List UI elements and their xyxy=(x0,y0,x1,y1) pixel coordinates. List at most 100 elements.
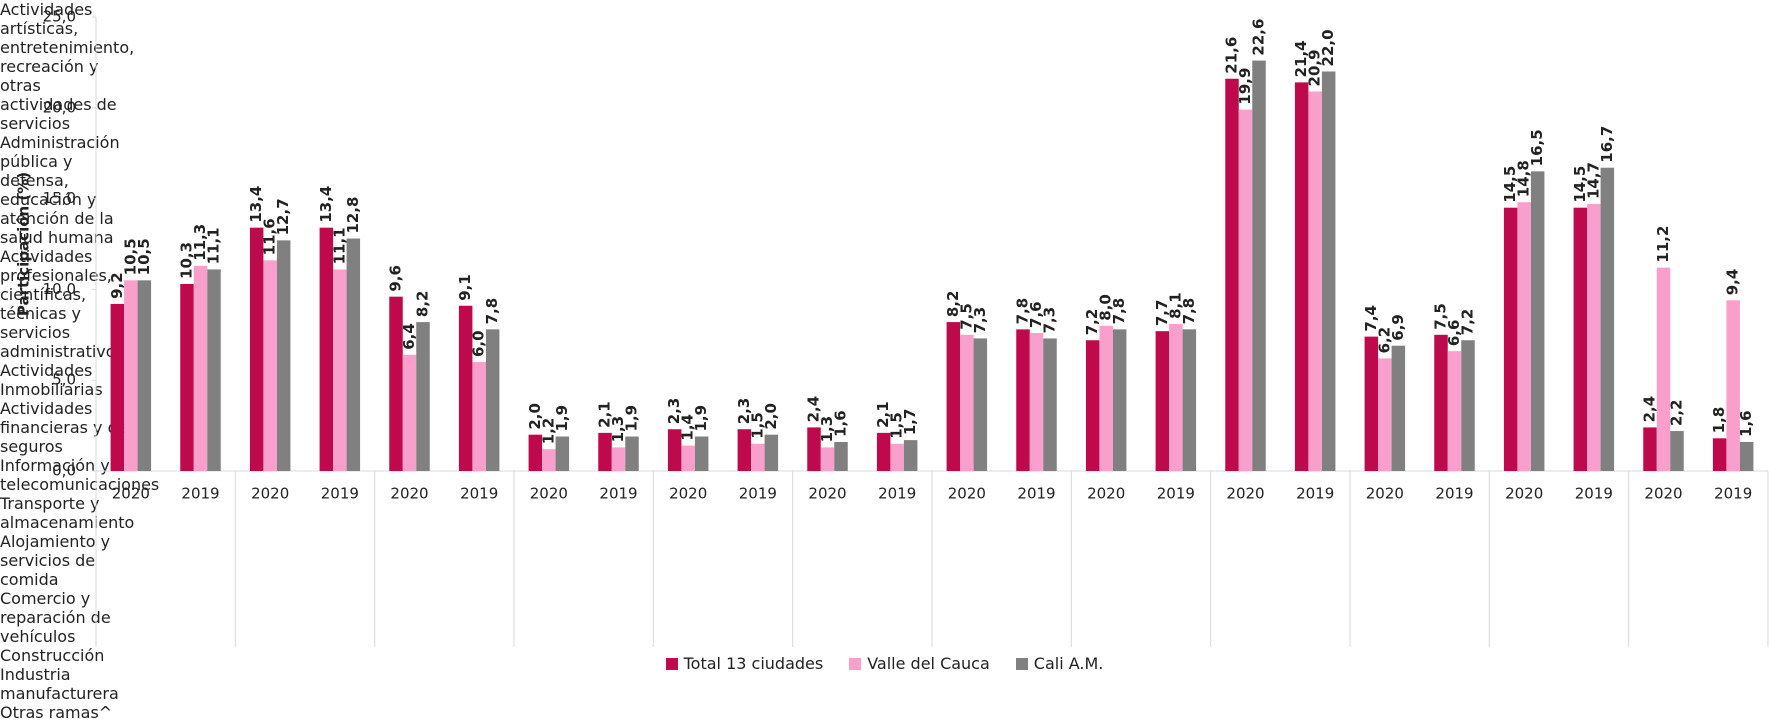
value-label: 16,5 xyxy=(1528,129,1546,166)
value-label: 14,5 xyxy=(1501,166,1519,203)
value-label: 6,9 xyxy=(1389,314,1407,341)
x-tick-label: 2019 xyxy=(181,485,219,503)
x-tick-label: 2019 xyxy=(1296,485,1334,503)
value-label: 6,2 xyxy=(1375,327,1393,354)
value-label: 19,9 xyxy=(1236,68,1254,105)
value-label: 7,2 xyxy=(1083,309,1101,336)
bar xyxy=(1643,427,1657,471)
bar xyxy=(472,362,486,471)
value-label: 7,5 xyxy=(957,303,975,330)
value-label: 1,9 xyxy=(692,405,710,432)
bar xyxy=(1600,167,1615,471)
value-label: 1,8 xyxy=(1710,407,1728,434)
value-label: 22,0 xyxy=(1319,29,1337,66)
value-label: 11,1 xyxy=(330,227,348,264)
value-label: 13,4 xyxy=(317,186,335,223)
legend-swatch xyxy=(665,657,678,670)
bar xyxy=(1434,334,1448,471)
x-tick-label: 2020 xyxy=(1226,485,1264,503)
bar xyxy=(249,227,264,471)
bar xyxy=(555,436,570,471)
bar xyxy=(402,354,417,471)
value-label: 2,1 xyxy=(874,401,892,428)
legend-item: Total 13 ciudades xyxy=(665,654,823,673)
legend-item: Cali A.M. xyxy=(1015,654,1104,673)
value-label: 6,6 xyxy=(1445,320,1463,347)
value-label: 7,3 xyxy=(971,307,989,334)
value-label: 2,0 xyxy=(762,403,780,430)
bar xyxy=(1712,438,1727,471)
value-label: 10,3 xyxy=(178,242,196,279)
bar xyxy=(598,432,612,471)
value-label: 8,1 xyxy=(1166,292,1184,319)
bar xyxy=(137,280,152,471)
x-tick-label: 2020 xyxy=(390,485,428,503)
value-label: 14,5 xyxy=(1571,166,1589,203)
value-label: 22,6 xyxy=(1250,19,1268,56)
value-label: 1,4 xyxy=(679,414,697,441)
x-tick-label: 2020 xyxy=(669,485,707,503)
bar xyxy=(1573,207,1588,471)
value-label: 7,7 xyxy=(1153,300,1171,327)
value-label: 12,8 xyxy=(344,197,362,234)
y-tick-label: 0,0 xyxy=(52,462,76,480)
y-tick-label: 15,0 xyxy=(43,189,76,207)
bar xyxy=(1169,323,1183,471)
value-label: 20,9 xyxy=(1306,49,1324,86)
value-label: 11,6 xyxy=(261,218,279,255)
value-label: 1,6 xyxy=(1737,410,1755,437)
value-label: 2,1 xyxy=(596,401,614,428)
x-tick-label: 2019 xyxy=(739,485,777,503)
value-label: 2,0 xyxy=(526,403,544,430)
bar xyxy=(973,338,988,471)
value-label: 6,0 xyxy=(470,330,488,357)
x-tick-label: 2020 xyxy=(808,485,846,503)
y-axis-title: Participación (%) xyxy=(15,172,33,316)
bar xyxy=(946,322,961,471)
bar xyxy=(611,447,626,471)
x-tick-label: 2020 xyxy=(251,485,289,503)
group-label: Transporte y almacenamiento xyxy=(0,494,135,532)
value-label: 13,4 xyxy=(247,186,265,223)
bar xyxy=(1225,78,1239,471)
chart: Participación (%) 0,0 5,0 10,0 15,0 20,0 25,0… xyxy=(15,8,1769,647)
value-label: 2,4 xyxy=(1641,396,1659,423)
x-tick-label: 2019 xyxy=(1017,485,1055,503)
x-tick-label: 2020 xyxy=(112,485,150,503)
bar xyxy=(681,445,695,471)
value-label: 1,5 xyxy=(888,412,906,439)
value-label: 8,2 xyxy=(414,291,432,318)
legend-label: Cali A.M. xyxy=(1033,654,1104,673)
bar xyxy=(1739,441,1754,471)
bar xyxy=(1391,345,1406,471)
group-label: Actividades profesionales, científicas, … xyxy=(0,247,124,361)
bar xyxy=(1726,300,1740,471)
legend-swatch xyxy=(849,657,862,670)
y-tick-label: 20,0 xyxy=(43,98,76,116)
bar xyxy=(1294,82,1309,471)
legend-swatch xyxy=(1015,657,1028,670)
legend-label: Valle del Cauca xyxy=(867,654,990,673)
value-label: 9,1 xyxy=(456,274,474,301)
bar xyxy=(389,296,403,471)
bar xyxy=(110,303,125,471)
bar xyxy=(263,260,277,471)
bar xyxy=(820,447,835,471)
legend-item: Valle del Cauca xyxy=(849,654,990,673)
value-label: 1,7 xyxy=(901,409,919,436)
x-tick-label: 2019 xyxy=(1714,485,1752,503)
value-label: 1,3 xyxy=(609,416,627,443)
bar xyxy=(1447,351,1462,471)
bar xyxy=(1252,60,1266,472)
bar xyxy=(1016,329,1030,471)
x-tick-label: 2020 xyxy=(1087,485,1125,503)
group-label: Actividades artísticas, entretenimiento,… xyxy=(0,0,135,133)
value-label: 10,5 xyxy=(121,238,139,275)
bar xyxy=(346,238,361,471)
bar xyxy=(333,269,347,471)
value-label: 7,3 xyxy=(1041,307,1059,334)
y-tick-label: 10,0 xyxy=(43,280,76,298)
group-label: Actividades Inmobiliarias xyxy=(0,361,103,399)
bar xyxy=(667,429,682,471)
